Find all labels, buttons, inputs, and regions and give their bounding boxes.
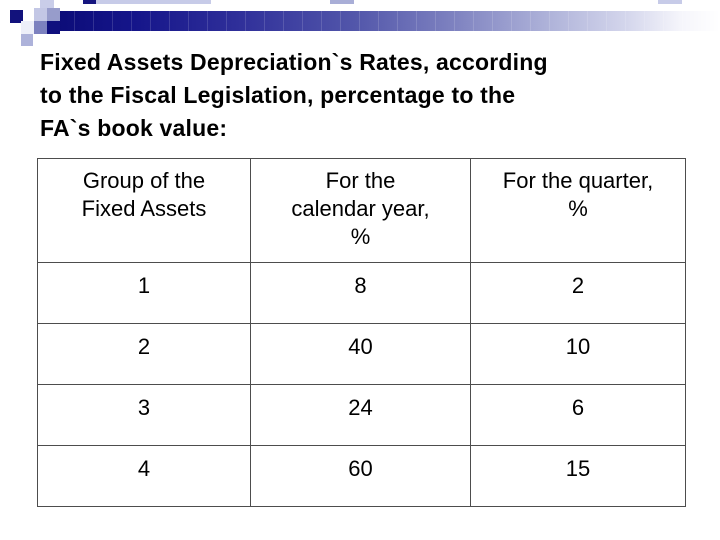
- table-cell-quarter-rate: 6: [470, 384, 686, 446]
- table-cell-year-rate: 24: [250, 384, 471, 446]
- title-line: FA`s book value:: [40, 115, 228, 141]
- slide-title: Fixed Assets Depreciation`s Rates, accor…: [40, 46, 695, 145]
- table-cell-group: 2: [37, 323, 251, 385]
- header-decoration: [0, 0, 720, 50]
- table-cell-year-rate: 60: [250, 445, 471, 507]
- header-line: For the: [325, 168, 396, 193]
- top-strip-segment: [330, 0, 354, 4]
- table-cell-quarter-rate: 10: [470, 323, 686, 385]
- depreciation-rates-table: Group of the Fixed Assets For the calend…: [37, 158, 686, 507]
- header-cell-calendar-year: For the calendar year, %: [250, 158, 471, 263]
- header-line: Fixed Assets: [81, 196, 207, 221]
- title-line: to the Fiscal Legislation, percentage to…: [40, 82, 516, 108]
- header-cell-quarter: For the quarter, %: [470, 158, 686, 263]
- table-row: 2 40 10: [37, 323, 686, 385]
- gradient-bar: [55, 11, 720, 31]
- pixel-square: [47, 21, 60, 34]
- table-cell-quarter-rate: 2: [470, 262, 686, 324]
- header-line: %: [350, 224, 371, 249]
- header-line: calendar year,: [291, 196, 430, 221]
- pixel-square: [21, 21, 34, 34]
- pixel-square: [34, 21, 47, 34]
- table-cell-group: 1: [37, 262, 251, 324]
- table-cell-quarter-rate: 15: [470, 445, 686, 507]
- pixel-square: [34, 8, 47, 21]
- table-cell-year-rate: 40: [250, 323, 471, 385]
- pixel-square: [47, 8, 60, 21]
- title-line: Fixed Assets Depreciation`s Rates, accor…: [40, 49, 548, 75]
- header-cell-group: Group of the Fixed Assets: [37, 158, 251, 263]
- header-line: %: [568, 196, 588, 221]
- table-header-row: Group of the Fixed Assets For the calend…: [37, 158, 686, 263]
- top-strip-segment: [83, 0, 96, 4]
- top-strip-segment: [658, 0, 682, 4]
- table-cell-group: 3: [37, 384, 251, 446]
- table-row: 1 8 2: [37, 262, 686, 324]
- pixel-square: [10, 10, 23, 23]
- header-line: For the quarter,: [502, 168, 654, 193]
- table-row: 4 60 15: [37, 445, 686, 507]
- pixel-square: [21, 34, 33, 46]
- table-cell-year-rate: 8: [250, 262, 471, 324]
- top-strip-segment: [96, 0, 211, 4]
- table-row: 3 24 6: [37, 384, 686, 446]
- table-cell-group: 4: [37, 445, 251, 507]
- header-line: Group of the: [82, 168, 206, 193]
